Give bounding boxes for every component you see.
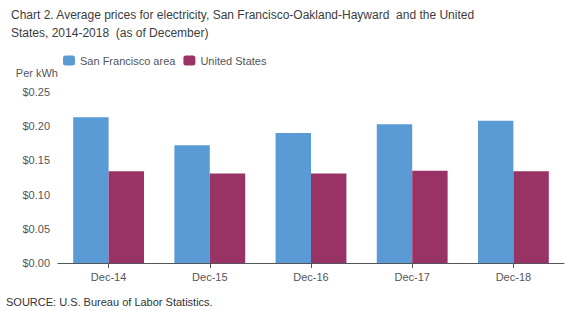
svg-text:San Francisco area: San Francisco area <box>80 55 176 67</box>
svg-text:$0.05: $0.05 <box>22 223 50 235</box>
svg-text:Chart 2. Average prices for el: Chart 2. Average prices for electricity,… <box>11 8 474 22</box>
svg-text:Dec-18: Dec-18 <box>496 271 531 283</box>
svg-text:$0.25: $0.25 <box>22 86 50 98</box>
svg-text:$0.10: $0.10 <box>22 189 50 201</box>
svg-text:Per kWh: Per kWh <box>16 67 58 79</box>
svg-text:Dec-14: Dec-14 <box>91 271 126 283</box>
svg-text:$0.20: $0.20 <box>22 120 50 132</box>
svg-text:Dec-17: Dec-17 <box>394 271 429 283</box>
svg-text:$0.00: $0.00 <box>22 257 50 269</box>
svg-text:United States: United States <box>200 55 267 67</box>
svg-text:Dec-16: Dec-16 <box>293 271 328 283</box>
svg-text:$0.15: $0.15 <box>22 154 50 166</box>
svg-text:SOURCE: U.S. Bureau of Labor S: SOURCE: U.S. Bureau of Labor Statistics. <box>6 296 213 308</box>
svg-text:Dec-15: Dec-15 <box>192 271 227 283</box>
svg-text:States, 2014-2018 (as of Dece: States, 2014-2018 (as of December) <box>11 26 208 40</box>
